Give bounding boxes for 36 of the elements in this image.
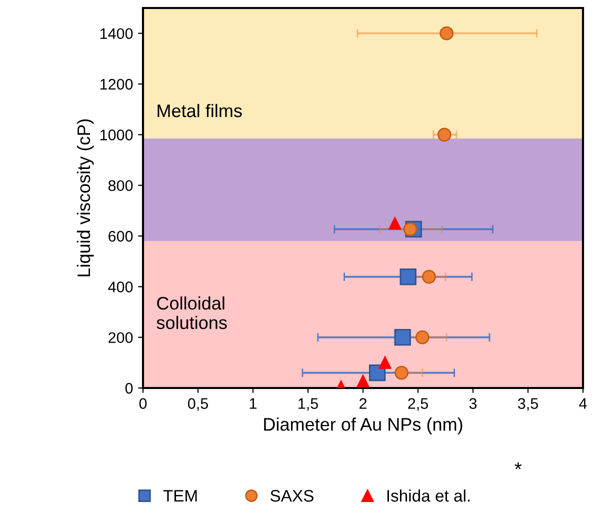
point [400,268,416,286]
point [415,330,430,344]
legend-label: Ishida et al. [387,489,470,502]
point [378,356,392,369]
y-tick-label: 1400 [100,28,133,40]
band-label: Metal films [158,104,242,118]
x-tick-label: 2 [360,398,366,409]
point [403,222,418,236]
x-tick-label: 2,5 [408,398,428,411]
point [422,270,436,284]
x-tick-label: 3 [469,398,477,409]
y-tick-label: 800 [108,180,133,192]
text: * [514,462,522,470]
point [388,217,402,230]
point [440,26,454,40]
point [356,374,370,388]
y-axis-title: Liquid viscosity (cP) [76,119,94,276]
x-tick-label: 0,5 [188,398,208,411]
x-tick-label: 0 [139,398,147,409]
band-label: Colloidal solutions [156,296,227,330]
point [437,128,452,142]
point [394,366,408,380]
y-tick-label: 0 [125,382,133,394]
legend-label: TEM [163,490,197,502]
y-tick-label: 200 [108,332,133,344]
point [394,329,411,346]
y-tick-label: 1200 [100,78,133,90]
y-tick-label: 400 [108,282,133,292]
y-tick-label: 600 [108,230,133,242]
x-tick-label: 1,5 [298,398,318,411]
y-tick-label: 1000 [100,130,133,140]
x-axis-title: Diameter of Au NPs (nm) [264,418,462,434]
x-tick-label: 4 [579,398,587,409]
legend-label: SAXS [270,490,314,502]
x-tick-label: 1 [250,398,257,409]
x-tick-label: 3,5 [518,398,538,411]
